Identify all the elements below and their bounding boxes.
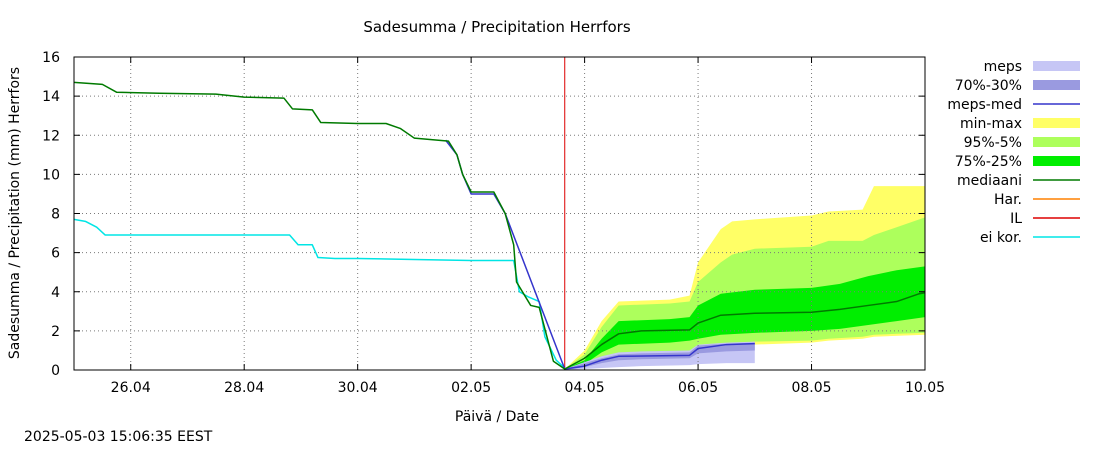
series-lines (73, 57, 926, 370)
legend-label: meps-med (947, 97, 1022, 113)
timestamp: 2025-05-03 15:06:35 EEST (24, 429, 213, 445)
y-tick-label: 0 (51, 363, 60, 379)
legend-swatch (1033, 80, 1080, 90)
y-axis-label: Sadesumma / Precipitation (mm) Herrfors (7, 67, 23, 359)
y-tick-label: 2 (51, 324, 60, 340)
legend-label: IL (1010, 211, 1022, 227)
x-axis-label: Päivä / Date (455, 409, 539, 425)
x-tick-label: 26.04 (111, 380, 151, 396)
x-tick-label: 06.05 (678, 380, 718, 396)
legend-label: 70%-30% (955, 78, 1022, 94)
legend-swatch (1033, 156, 1080, 166)
legend-label: mediaani (957, 173, 1022, 189)
legend-label: ei kor. (980, 230, 1022, 246)
y-tick-label: 6 (51, 246, 60, 262)
x-tick-label: 10.05 (905, 380, 945, 396)
legend-label: meps (984, 59, 1022, 75)
y-tick-label: 4 (51, 285, 60, 301)
legend-label: min-max (960, 116, 1022, 132)
grid (74, 57, 925, 370)
legend-label: 75%-25% (955, 154, 1022, 170)
x-tick-label: 28.04 (224, 380, 264, 396)
series-line-mediaani (73, 81, 926, 370)
y-tick-label: 12 (42, 128, 60, 144)
legend-label: Har. (994, 192, 1022, 208)
legend-swatch (1033, 118, 1080, 128)
y-tick-label: 10 (42, 167, 60, 183)
y-tick-label: 8 (51, 207, 60, 223)
legend-swatch (1033, 61, 1080, 71)
legend-label: 95%-5% (964, 135, 1022, 151)
chart-title: Sadesumma / Precipitation Herrfors (363, 18, 631, 36)
legend-swatch (1033, 137, 1080, 147)
series-line-ei-kor- (73, 218, 566, 369)
y-tick-label: 14 (42, 89, 60, 105)
y-tick-label: 16 (42, 50, 60, 66)
axis-ticks: 26.04 28.04 30.04 02.05 04.05 06.05 08.05 10.05… (42, 50, 945, 396)
x-tick-label: 30.04 (338, 380, 378, 396)
x-tick-label: 02.05 (451, 380, 491, 396)
legend: meps 70%-30% meps-med min-max 95%-5% 75%-25% m… (947, 59, 1080, 246)
x-tick-label: 08.05 (791, 380, 831, 396)
x-tick-label: 04.05 (565, 380, 605, 396)
